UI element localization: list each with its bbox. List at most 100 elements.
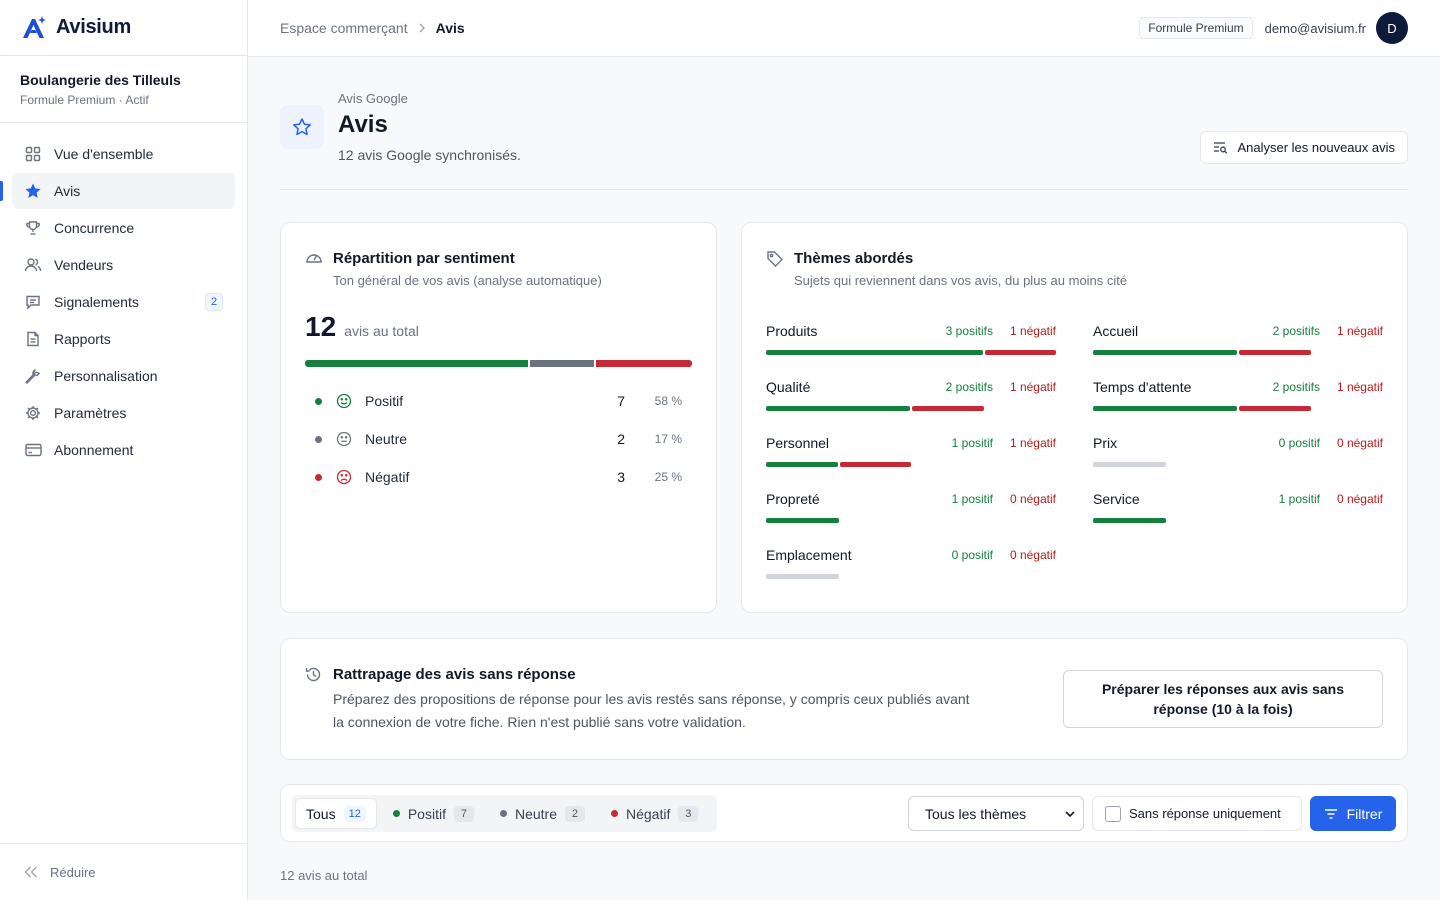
sidebar-item-avis[interactable]: Avis: [0, 173, 235, 209]
tab-negative[interactable]: Négatif 3: [601, 798, 708, 829]
tab-label: Négatif: [625, 805, 671, 822]
sentiment-count: 7: [617, 393, 625, 409]
grid-icon: [24, 145, 42, 163]
positive-dot: [392, 810, 400, 817]
theme-negative-count: 1 négatif: [1009, 436, 1056, 450]
checkbox-box[interactable]: [1105, 805, 1121, 822]
theme-name: Propreté: [766, 491, 820, 507]
sidebar: Avisium Boulangerie des Tilleuls Formule…: [0, 0, 248, 900]
frown-icon: [336, 469, 352, 485]
theme-bar: [1093, 518, 1166, 523]
sidebar-item-parametres[interactable]: Paramètres: [12, 395, 235, 431]
sidebar-item-signalements[interactable]: Signalements 2: [12, 284, 235, 320]
collapse-sidebar-button[interactable]: Réduire: [0, 843, 247, 900]
tab-count: 2: [564, 805, 585, 822]
theme-bar-empty: [766, 574, 839, 579]
theme-name: Personnel: [766, 435, 830, 451]
shop-name: Boulangerie des Tilleuls: [20, 72, 181, 88]
theme-negative-count: 1 négatif: [1336, 380, 1383, 394]
sentiment-percent: 25 %: [654, 470, 682, 484]
negative-dot: [315, 473, 322, 481]
sentiment-bar-segment: [596, 360, 692, 367]
sidebar-item-vendeurs[interactable]: Vendeurs: [12, 247, 235, 283]
theme-negative-count: 1 négatif: [1009, 324, 1056, 338]
sentiment-filter-tabs: Tous 12 Positif 7 Neutre 2 Négatif 3: [292, 795, 718, 832]
sentiment-label: Positif: [365, 393, 404, 409]
theme-bar: [766, 518, 839, 523]
sentiment-label: Neutre: [365, 431, 408, 447]
filter-button[interactable]: Filtrer: [1310, 796, 1396, 831]
sidebar-item-abonnement[interactable]: Abonnement: [12, 432, 235, 468]
sidebar-item-label: Concurrence: [54, 220, 135, 236]
collapse-label: Réduire: [50, 864, 96, 880]
breadcrumb-root[interactable]: Espace commerçant: [280, 20, 408, 36]
theme-bar: [766, 574, 839, 579]
avatar[interactable]: D: [1376, 12, 1408, 44]
theme-positive-count: 0 positif: [1278, 436, 1320, 450]
chevron-down-icon: [1065, 810, 1075, 817]
sidebar-item-label: Vue d'ensemble: [54, 146, 154, 162]
total-count: 12: [305, 311, 337, 342]
sidebar-item-label: Personnalisation: [54, 368, 158, 384]
sidebar-item-label: Signalements: [54, 294, 139, 310]
app-name: Avisium: [56, 16, 131, 38]
theme-bar: [1093, 350, 1311, 355]
catchup-description: Préparez des propositions de réponse pou…: [333, 691, 970, 730]
filter-lines-icon: [1324, 808, 1338, 819]
analyze-new-reviews-button[interactable]: Analyser les nouveaux avis: [1200, 131, 1408, 164]
sidebar-item-label: Abonnement: [54, 442, 134, 458]
tab-positive[interactable]: Positif 7: [383, 798, 484, 829]
filter-button-label: Filtrer: [1346, 805, 1383, 822]
sidebar-item-overview[interactable]: Vue d'ensemble: [12, 136, 235, 172]
theme-bar-positive: [1093, 350, 1237, 355]
tag-icon: [766, 250, 784, 268]
sidebar-item-personnalisation[interactable]: Personnalisation: [12, 358, 235, 394]
neutral-dot: [315, 435, 322, 443]
theme-item: Propreté 1 positif 0 négatif: [766, 491, 1056, 535]
sidebar-item-concurrence[interactable]: Concurrence: [12, 210, 235, 246]
theme-bar-negative: [1239, 406, 1311, 411]
users-icon: [24, 256, 42, 274]
chevron-right-icon: [418, 23, 426, 33]
theme-negative-count: 1 négatif: [1009, 380, 1056, 394]
unanswered-only-checkbox[interactable]: Sans réponse uniquement: [1092, 796, 1302, 831]
theme-item: Prix 0 positif 0 négatif: [1093, 435, 1383, 479]
themes-title: Thèmes abordés: [794, 250, 914, 267]
sidebar-nav: Vue d'ensemble Avis Concurrence Vendeurs…: [0, 123, 247, 482]
prepare-replies-button[interactable]: Préparer les réponses aux avis sans répo…: [1063, 670, 1383, 728]
list-search-icon: [1213, 141, 1228, 154]
tab-neutral[interactable]: Neutre 2: [490, 798, 595, 829]
checkbox-label: Sans réponse uniquement: [1129, 806, 1281, 821]
theme-positive-count: 3 positifs: [945, 324, 993, 338]
main-content: Avis Google Avis 12 avis Google synchron…: [280, 57, 1408, 883]
theme-positive-count: 2 positifs: [1272, 324, 1320, 338]
avisium-logo-icon: [23, 15, 46, 38]
topbar: Espace commerçant Avis Formule Premium d…: [248, 0, 1440, 57]
sentiment-label: Négatif: [365, 469, 410, 485]
theme-select[interactable]: Tous les thèmes: [908, 796, 1084, 831]
sentiment-title: Répartition par sentiment: [333, 250, 515, 267]
account-area: Formule Premium demo@avisium.fr D: [1139, 12, 1408, 44]
sentiment-stacked-bar: [305, 360, 692, 367]
signalements-count-badge: 2: [205, 293, 223, 311]
theme-positive-count: 1 positif: [1278, 492, 1320, 506]
theme-bar: [766, 462, 911, 467]
sidebar-item-rapports[interactable]: Rapports: [12, 321, 235, 357]
filter-bar: Tous 12 Positif 7 Neutre 2 Négatif 3 Tou…: [280, 784, 1408, 842]
double-chevron-left-icon: [24, 866, 38, 878]
trophy-icon: [24, 219, 42, 237]
tab-count: 3: [678, 805, 699, 822]
theme-item: Qualité 2 positifs 1 négatif: [766, 379, 1056, 423]
theme-name: Prix: [1093, 435, 1118, 451]
theme-bar-positive: [766, 462, 838, 467]
tab-all[interactable]: Tous 12: [295, 798, 377, 829]
catchup-card: Rattrapage des avis sans réponse Prépare…: [280, 638, 1408, 760]
theme-bar-negative: [839, 462, 911, 467]
star-icon: [24, 182, 42, 200]
sidebar-item-label: Rapports: [54, 331, 111, 347]
theme-negative-count: 0 négatif: [1336, 436, 1383, 450]
logo[interactable]: Avisium: [0, 0, 247, 56]
theme-bar-negative: [984, 350, 1056, 355]
theme-negative-count: 0 négatif: [1009, 548, 1056, 562]
theme-bar: [1093, 462, 1166, 467]
